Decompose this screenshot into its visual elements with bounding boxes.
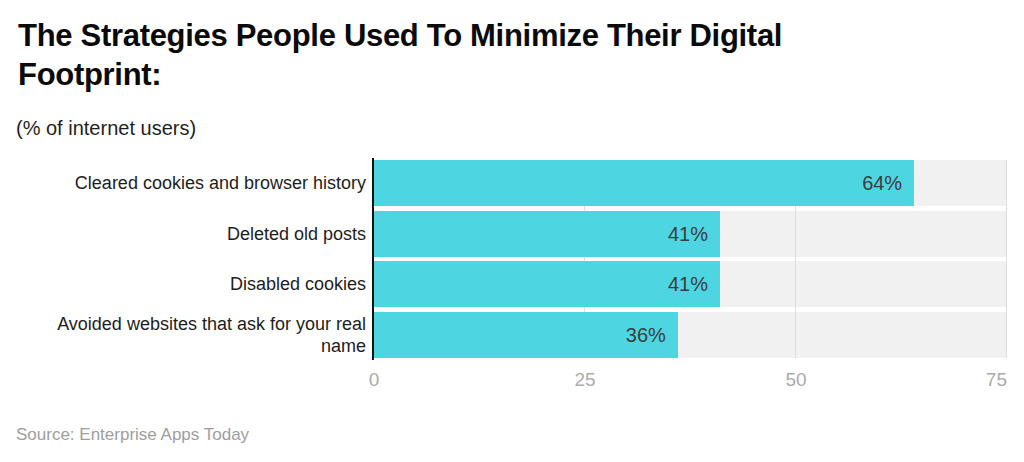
bar-value-label: 41% — [668, 273, 720, 296]
chart-title: The Strategies People Used To Minimize T… — [18, 16, 918, 94]
category-label: Disabled cookies — [16, 261, 366, 307]
bar: 64% — [374, 160, 914, 206]
x-tick-label: 0 — [369, 369, 380, 391]
bar: 41% — [374, 261, 720, 307]
x-tick-label: 50 — [785, 369, 806, 391]
bar: 41% — [374, 211, 720, 257]
x-tick-label: 25 — [574, 369, 595, 391]
bar-value-label: 64% — [862, 172, 914, 195]
x-axis-tick-labels: 0255075 — [374, 369, 1007, 391]
x-tick-label: 75 — [986, 369, 1007, 391]
y-axis-line — [372, 158, 374, 360]
gridline-x-75 — [1006, 160, 1007, 358]
chart-subtitle: (% of internet users) — [16, 116, 196, 140]
bar-value-label: 36% — [626, 324, 678, 347]
chart-canvas: The Strategies People Used To Minimize T… — [0, 0, 1024, 462]
category-label: Cleared cookies and browser history — [16, 160, 366, 206]
plot-area: 64% 41% 41% 36% — [374, 160, 1007, 358]
bar: 36% — [374, 312, 678, 358]
category-label: Deleted old posts — [16, 211, 366, 257]
bar-value-label: 41% — [668, 223, 720, 246]
category-label: Avoided websites that ask for your real … — [16, 312, 366, 358]
source-note: Source: Enterprise Apps Today — [16, 424, 249, 445]
